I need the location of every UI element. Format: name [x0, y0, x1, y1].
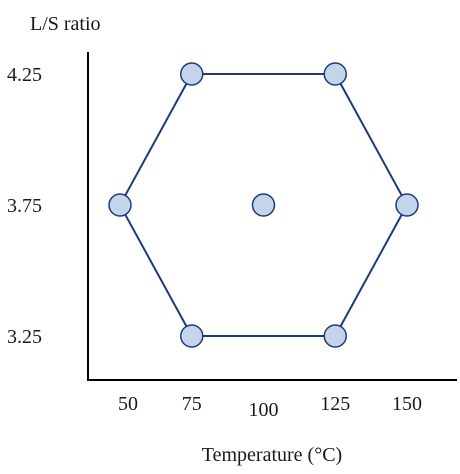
data-point	[395, 193, 419, 217]
x-tick-label: 50	[118, 393, 138, 415]
data-point	[251, 193, 276, 217]
y-axis-title: L/S ratio	[30, 13, 101, 35]
data-point	[323, 62, 347, 86]
data-point	[180, 324, 204, 348]
x-axis-title: Temperature (°C)	[202, 444, 342, 466]
y-tick-label: 4.25	[7, 64, 42, 86]
y-tick-labels: 3.25 3.75 4.25	[7, 64, 42, 348]
data-point	[323, 324, 347, 348]
y-tick-label: 3.25	[7, 326, 42, 348]
hexagon-edges	[119, 73, 408, 337]
data-point	[108, 193, 132, 217]
x-tick-labels: 50 75 100 125 150	[118, 393, 422, 421]
x-tick-label: 125	[320, 393, 350, 415]
x-tick-label: 75	[182, 393, 202, 415]
y-tick-label: 3.75	[7, 195, 42, 217]
x-tick-label: 150	[392, 393, 422, 415]
hexagon-edge	[334, 73, 408, 206]
hexagon-edge	[119, 204, 193, 337]
data-points	[108, 62, 419, 348]
hexagon-edge	[334, 204, 408, 337]
data-point	[180, 62, 204, 86]
hexagon-edge	[119, 73, 193, 206]
x-tick-label: 100	[249, 399, 279, 421]
